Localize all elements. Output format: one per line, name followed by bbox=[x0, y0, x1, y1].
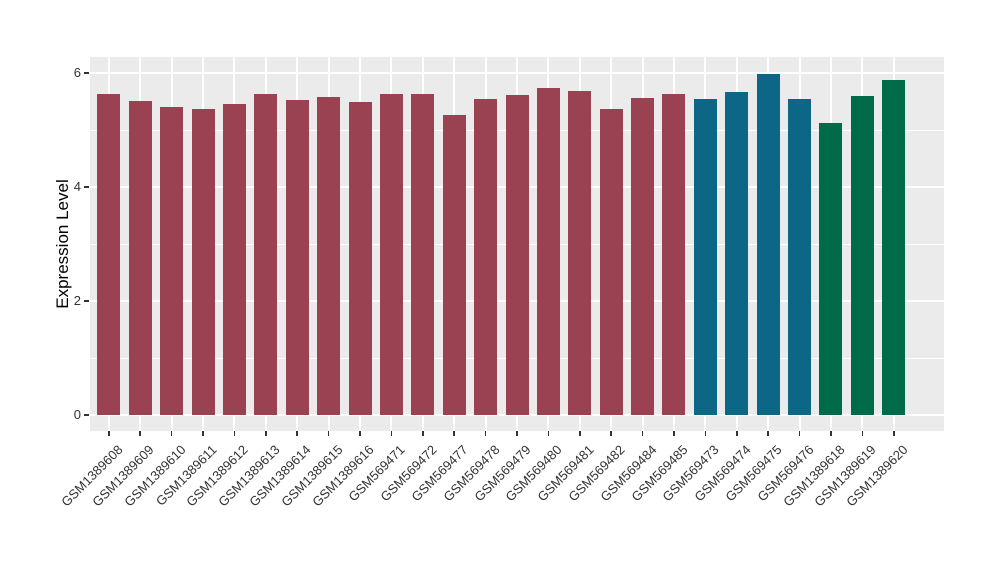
y-tick-mark bbox=[84, 414, 89, 416]
bar bbox=[662, 93, 686, 415]
bar bbox=[128, 100, 152, 415]
bar bbox=[411, 94, 435, 415]
x-tick-mark bbox=[673, 431, 675, 436]
y-axis-title: Expression Level bbox=[53, 179, 72, 309]
bar bbox=[191, 109, 215, 415]
bar bbox=[474, 99, 498, 415]
x-tick-mark bbox=[641, 431, 644, 436]
x-tick-mark bbox=[579, 431, 581, 436]
bar bbox=[97, 94, 121, 415]
bar bbox=[693, 98, 717, 415]
x-tick-mark bbox=[610, 431, 612, 436]
bar bbox=[254, 94, 278, 415]
x-tick-mark bbox=[861, 431, 864, 436]
bar bbox=[505, 95, 529, 415]
y-tick-label: 0 bbox=[73, 407, 81, 422]
bar bbox=[222, 104, 246, 415]
x-tick-mark bbox=[265, 431, 267, 436]
x-tick-mark bbox=[359, 431, 361, 436]
bar bbox=[160, 106, 184, 415]
plot-panel bbox=[90, 57, 944, 431]
x-tick-mark bbox=[108, 431, 110, 436]
x-tick-mark bbox=[139, 431, 141, 436]
bar bbox=[850, 95, 874, 415]
x-tick-mark bbox=[767, 431, 769, 436]
bar bbox=[631, 97, 655, 415]
x-tick-mark bbox=[516, 431, 518, 436]
x-tick-mark bbox=[736, 431, 738, 436]
bar bbox=[819, 123, 843, 415]
bar bbox=[568, 91, 592, 415]
bar bbox=[725, 92, 749, 415]
y-tick-label: 6 bbox=[73, 65, 81, 80]
x-tick-mark bbox=[830, 431, 832, 436]
bar bbox=[348, 101, 372, 415]
x-tick-mark bbox=[170, 431, 173, 436]
x-tick-mark bbox=[547, 431, 550, 436]
bar bbox=[756, 74, 780, 415]
bar bbox=[599, 108, 623, 415]
x-tick-mark bbox=[296, 431, 298, 436]
bar bbox=[317, 96, 341, 415]
y-tick-mark bbox=[84, 186, 89, 188]
bar bbox=[536, 87, 560, 415]
x-tick-mark bbox=[798, 431, 801, 436]
y-tick-mark bbox=[84, 72, 89, 74]
y-tick-label: 4 bbox=[73, 179, 81, 194]
x-tick-mark bbox=[233, 431, 236, 436]
y-tick-label: 2 bbox=[73, 293, 81, 308]
bar bbox=[379, 94, 403, 415]
bar bbox=[285, 100, 309, 415]
x-tick-mark bbox=[453, 431, 455, 436]
x-tick-mark bbox=[390, 431, 393, 436]
x-tick-mark bbox=[327, 431, 330, 436]
x-tick-mark bbox=[704, 431, 707, 436]
bar bbox=[442, 114, 466, 415]
x-tick-mark bbox=[484, 431, 487, 436]
x-tick-mark bbox=[893, 431, 895, 436]
x-tick-mark bbox=[422, 431, 424, 436]
y-tick-mark bbox=[84, 300, 89, 302]
x-tick-mark bbox=[202, 431, 204, 436]
bar bbox=[788, 98, 812, 415]
bar bbox=[882, 80, 906, 415]
